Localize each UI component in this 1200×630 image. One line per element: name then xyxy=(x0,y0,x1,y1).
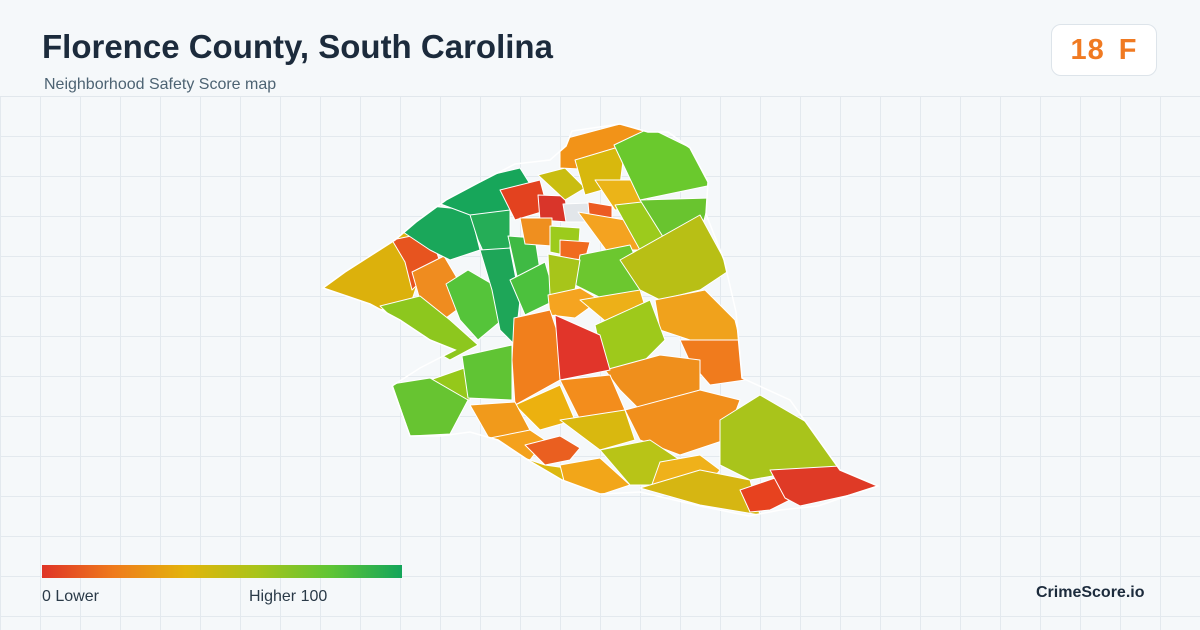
county-regions xyxy=(323,124,878,516)
region-tract xyxy=(654,289,741,341)
page-title: Florence County, South Carolina xyxy=(42,28,553,65)
legend-gradient-bar xyxy=(42,565,402,578)
page-subtitle: Neighborhood Safety Score map xyxy=(44,76,277,93)
county-outline xyxy=(321,123,881,517)
region-tract xyxy=(461,344,513,401)
score-grade: F xyxy=(1118,33,1138,66)
region-tract xyxy=(519,217,553,247)
region-tract xyxy=(739,477,791,513)
legend-max-label: Higher 100 xyxy=(249,588,328,605)
header-band xyxy=(0,0,1200,97)
score-value: 18 xyxy=(1070,33,1105,66)
region-tract xyxy=(559,409,636,451)
region-tract xyxy=(554,314,611,381)
legend-min-label: 0 Lower xyxy=(42,588,99,605)
region-tract xyxy=(524,435,581,466)
score-badge: 18 F xyxy=(1051,24,1157,76)
brand-label: CrimeScore.io xyxy=(1036,584,1145,601)
